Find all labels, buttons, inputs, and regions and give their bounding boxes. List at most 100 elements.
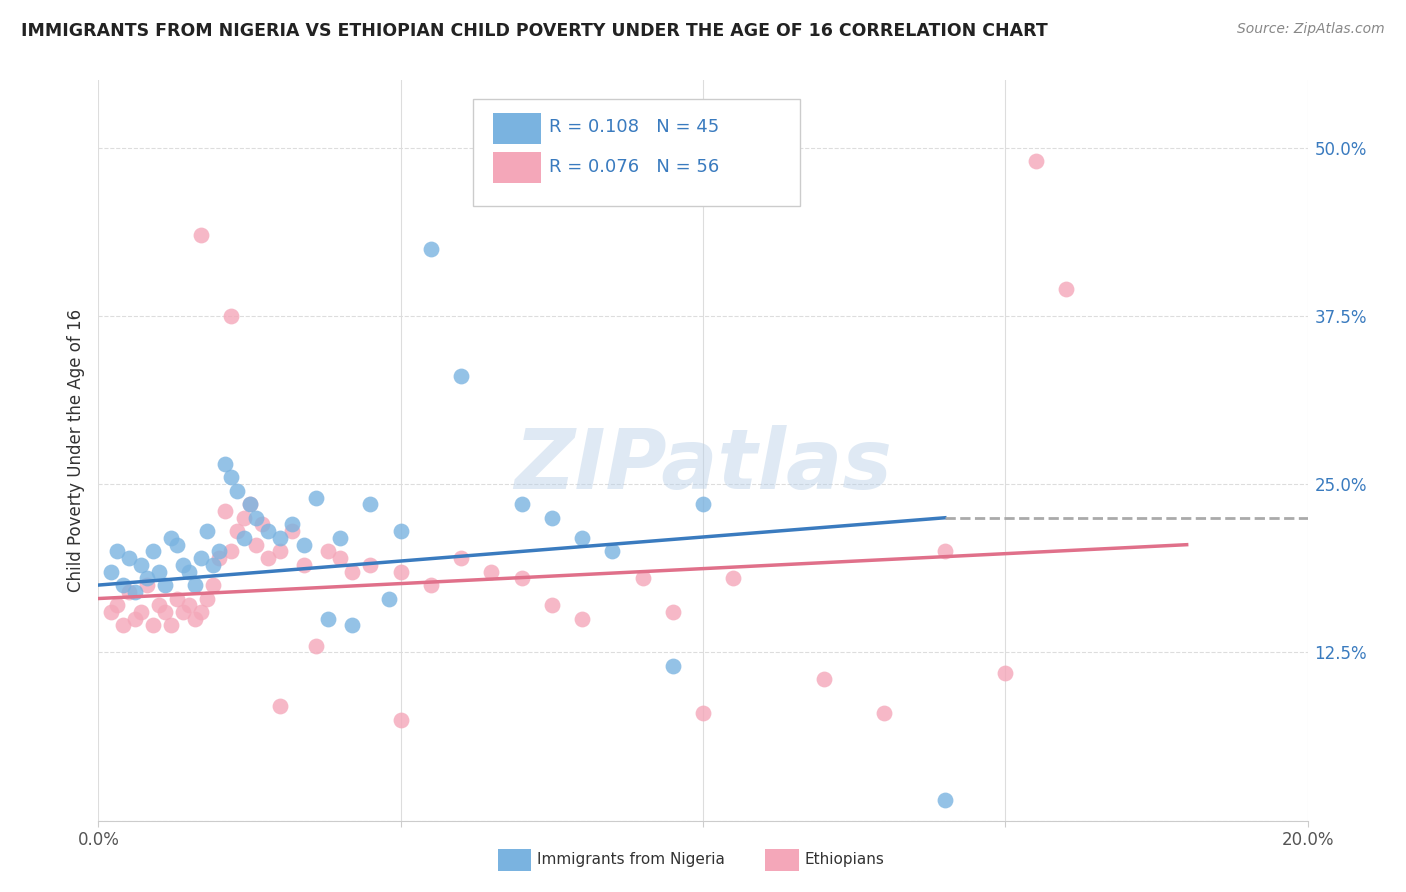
Point <box>226 524 249 539</box>
Point <box>342 618 364 632</box>
Point <box>100 565 122 579</box>
Point <box>135 571 157 585</box>
Point <box>232 531 254 545</box>
Point <box>250 517 273 532</box>
Point <box>124 584 146 599</box>
Point <box>221 470 243 484</box>
Point <box>172 605 194 619</box>
Point <box>190 228 212 243</box>
Point <box>269 531 291 545</box>
Text: Ethiopians: Ethiopians <box>804 853 884 867</box>
Point <box>510 497 533 511</box>
Point <box>661 658 683 673</box>
Point <box>179 599 201 613</box>
Y-axis label: Child Poverty Under the Age of 16: Child Poverty Under the Age of 16 <box>66 309 84 592</box>
Point <box>360 558 382 572</box>
Point <box>281 524 304 539</box>
Point <box>329 551 352 566</box>
Point <box>135 578 157 592</box>
FancyBboxPatch shape <box>492 113 541 144</box>
Point <box>631 571 654 585</box>
Point <box>142 544 165 558</box>
Point <box>148 599 170 613</box>
Point <box>195 591 218 606</box>
FancyBboxPatch shape <box>492 153 541 183</box>
FancyBboxPatch shape <box>474 99 800 206</box>
Point <box>510 571 533 585</box>
Point <box>105 544 128 558</box>
Point <box>934 793 956 807</box>
Point <box>118 584 141 599</box>
Point <box>813 673 835 687</box>
Point <box>305 491 328 505</box>
Point <box>245 510 267 524</box>
Point <box>316 544 339 558</box>
Point <box>184 578 207 592</box>
Point <box>124 612 146 626</box>
Point <box>450 369 472 384</box>
Point <box>166 538 188 552</box>
Point <box>292 558 315 572</box>
Point <box>269 699 291 714</box>
Point <box>342 565 364 579</box>
Point <box>540 510 562 524</box>
Point <box>934 544 956 558</box>
Point <box>239 497 262 511</box>
Point <box>202 578 225 592</box>
Point <box>602 544 624 558</box>
Point <box>166 591 188 606</box>
Point <box>160 531 183 545</box>
Point <box>269 544 291 558</box>
Point <box>281 517 304 532</box>
Point <box>329 531 352 545</box>
Point <box>226 483 249 498</box>
Point <box>221 544 243 558</box>
Point <box>540 599 562 613</box>
Point <box>389 713 412 727</box>
Point <box>481 565 503 579</box>
Point <box>245 538 267 552</box>
Point <box>389 565 412 579</box>
Point <box>360 497 382 511</box>
Point <box>153 578 176 592</box>
Point <box>184 612 207 626</box>
Point <box>239 497 262 511</box>
Point <box>111 618 134 632</box>
Point <box>129 558 152 572</box>
Point <box>148 565 170 579</box>
Point <box>195 524 218 539</box>
Point <box>316 612 339 626</box>
Text: Immigrants from Nigeria: Immigrants from Nigeria <box>537 853 725 867</box>
Point <box>420 242 443 256</box>
Point <box>661 605 683 619</box>
Point <box>450 551 472 566</box>
Point <box>256 551 278 566</box>
Point <box>994 665 1017 680</box>
Point <box>153 605 176 619</box>
Point <box>873 706 896 720</box>
Text: R = 0.076   N = 56: R = 0.076 N = 56 <box>550 158 720 176</box>
Point <box>160 618 183 632</box>
Text: R = 0.108   N = 45: R = 0.108 N = 45 <box>550 118 720 136</box>
Point <box>172 558 194 572</box>
Point <box>256 524 278 539</box>
Point <box>1024 154 1046 169</box>
Point <box>208 544 231 558</box>
Point <box>111 578 134 592</box>
Point <box>389 524 412 539</box>
Point <box>214 457 236 471</box>
Text: IMMIGRANTS FROM NIGERIA VS ETHIOPIAN CHILD POVERTY UNDER THE AGE OF 16 CORRELATI: IMMIGRANTS FROM NIGERIA VS ETHIOPIAN CHI… <box>21 22 1047 40</box>
Point <box>202 558 225 572</box>
Point <box>692 706 714 720</box>
Point <box>179 565 201 579</box>
Point <box>105 599 128 613</box>
Point <box>100 605 122 619</box>
Point <box>420 578 443 592</box>
Point <box>571 612 593 626</box>
Point <box>571 531 593 545</box>
Text: Source: ZipAtlas.com: Source: ZipAtlas.com <box>1237 22 1385 37</box>
Point <box>190 551 212 566</box>
Point <box>305 639 328 653</box>
Text: ZIPatlas: ZIPatlas <box>515 425 891 506</box>
Point <box>377 591 399 606</box>
